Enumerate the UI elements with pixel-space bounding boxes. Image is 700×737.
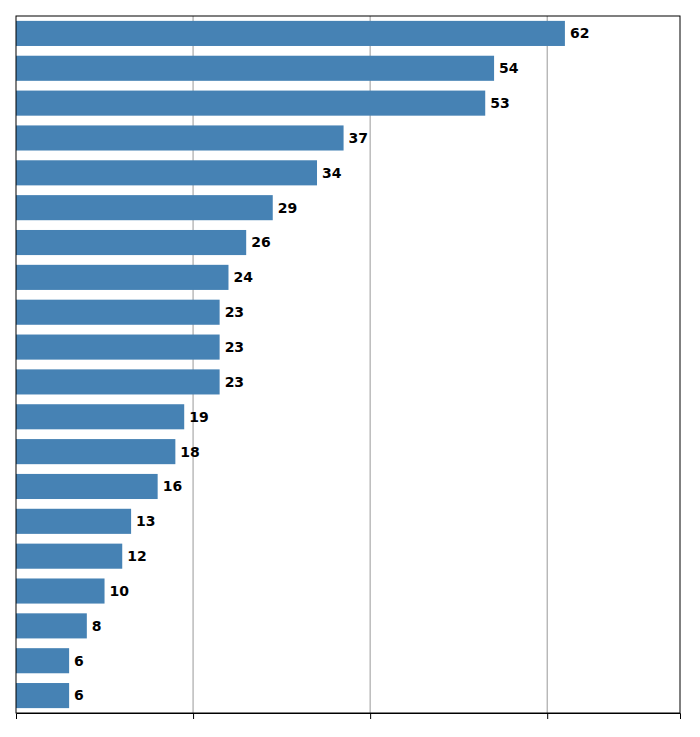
data-label: 29: [278, 200, 297, 216]
bar: [16, 265, 228, 290]
data-label: 10: [110, 583, 130, 599]
tick: [547, 713, 548, 719]
bar: [16, 91, 485, 116]
data-label: 24: [233, 269, 253, 285]
bar: [16, 683, 69, 708]
grid-line: [193, 16, 194, 713]
data-label: 12: [127, 548, 146, 564]
bar: [16, 613, 87, 638]
bar: [16, 474, 158, 499]
bar: [16, 369, 220, 394]
data-label: 23: [225, 374, 244, 390]
tick-mark: [370, 713, 371, 719]
bar: [16, 335, 220, 360]
data-label: 54: [499, 60, 519, 76]
bar: [16, 648, 69, 673]
bar: [16, 578, 105, 603]
frame: [16, 16, 680, 713]
data-label: 23: [225, 339, 244, 355]
x-axis: [17, 713, 681, 719]
data-label: 53: [490, 95, 509, 111]
data-label: 18: [180, 444, 199, 460]
tick-mark: [547, 713, 548, 719]
data-label: 23: [225, 304, 244, 320]
data-label: 26: [251, 234, 270, 250]
bar: [16, 300, 220, 325]
plot: 62 54 53 37 34 29 26 24 23 23 23 19 18 16 13 12 10 8 6 6: [16, 16, 681, 719]
data-labels: 62 54 53 37 34 29 26 24 23 23 23 19 18 16 13 12 10 8 6 6: [74, 25, 589, 703]
data-label: 62: [570, 25, 589, 41]
bar: [16, 56, 494, 81]
bar: [16, 125, 344, 150]
tick: [193, 713, 194, 719]
tick: [370, 713, 371, 719]
bar: [16, 404, 184, 429]
data-label: 6: [74, 687, 84, 703]
data-label: 37: [349, 130, 368, 146]
data-label: 16: [163, 478, 182, 494]
bars: [16, 21, 565, 708]
data-label: 8: [92, 618, 102, 634]
grid-line: [370, 16, 371, 713]
tick-mark: [193, 713, 194, 719]
bar: [16, 160, 317, 185]
grid: [193, 16, 547, 713]
data-label: 34: [322, 165, 342, 181]
grid-line: [547, 16, 548, 713]
bar: [16, 230, 246, 255]
chart: 62 54 53 37 34 29 26 24 23 23 23 19 18 16 13 12 10 8 6 6: [0, 0, 700, 737]
bar: [16, 509, 131, 534]
bar: [16, 439, 175, 464]
data-label: 6: [74, 653, 84, 669]
axis-line: [17, 714, 681, 720]
bar: [16, 21, 565, 46]
data-label: 13: [136, 513, 155, 529]
bar: [16, 544, 122, 569]
data-label: 19: [189, 409, 208, 425]
bar: [16, 195, 273, 220]
